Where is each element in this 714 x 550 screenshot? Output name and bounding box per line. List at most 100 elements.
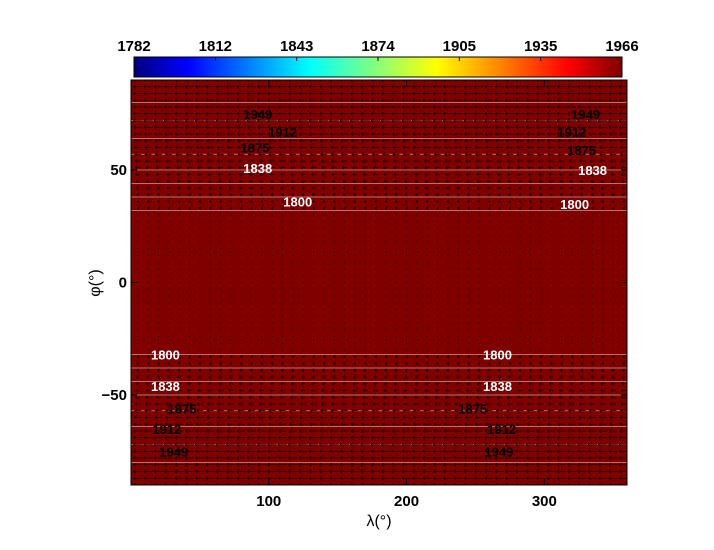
wind-vector-head [525, 435, 529, 440]
wind-vector-head [239, 206, 243, 211]
wind-vector-head [401, 435, 405, 440]
wind-vector-dot [282, 329, 284, 331]
wind-vector-head [215, 98, 219, 103]
wind-vector-dot [416, 214, 418, 216]
wind-vector-head [259, 375, 263, 379]
wind-vector-dot [220, 255, 222, 256]
wind-vector-dot [530, 329, 532, 331]
wind-vector-dot [344, 241, 346, 243]
wind-vector-dot [499, 336, 501, 337]
wind-vector-dot [457, 322, 459, 324]
wind-vector-head [556, 469, 560, 474]
wind-vector-head [433, 152, 437, 157]
wind-vector-dot [478, 349, 480, 351]
wind-vector-head [205, 476, 209, 481]
wind-vector-head [143, 98, 147, 103]
wind-vector-head [382, 159, 386, 163]
wind-vector-head [435, 179, 438, 184]
wind-vector-dot [623, 302, 625, 304]
wind-vector-dot [550, 221, 552, 223]
wind-vector-head [349, 80, 353, 82]
wind-vector-head [163, 125, 167, 130]
wind-vector-head [165, 395, 169, 400]
wind-vector-dot [313, 234, 315, 236]
wind-vector-head [340, 408, 344, 413]
colorbar: 1782 1812 1843 1874 1905 1935 1966 [117, 38, 639, 78]
wind-vector-head [444, 408, 448, 413]
wind-vector-head [391, 449, 395, 454]
x-tick-label: 300 [532, 493, 557, 510]
wind-vector-dot [313, 255, 315, 256]
wind-vector-head [143, 125, 147, 130]
wind-vector-head [569, 172, 572, 177]
wind-vector-head [608, 476, 612, 481]
wind-vector-head [466, 179, 469, 184]
wind-vector-head [278, 138, 282, 143]
wind-vector-dot [612, 221, 614, 223]
wind-vector-head [143, 429, 147, 433]
wind-vector-head [515, 462, 519, 467]
wind-vector-head [590, 368, 594, 373]
wind-vector-dot [612, 315, 614, 317]
wind-vector-dot [302, 275, 304, 277]
wind-vector-head [413, 159, 417, 163]
wind-vector-head [432, 483, 436, 485]
wind-vector-head [559, 179, 562, 184]
wind-vector-dot [168, 248, 170, 250]
wind-vector-dot [426, 228, 428, 229]
wind-vector-dot [282, 248, 284, 250]
wind-vector-dot [344, 248, 346, 250]
wind-vector-dot [395, 302, 397, 304]
wind-vector-head [442, 442, 446, 447]
wind-vector-head [528, 375, 532, 379]
wind-vector-dot [271, 255, 273, 256]
wind-vector-head [589, 172, 593, 177]
wind-vector-dot [602, 309, 604, 310]
wind-vector-dot [395, 329, 397, 331]
wind-vector-dot [416, 295, 418, 297]
wind-vector-dot [333, 322, 335, 324]
wind-vector-dot [302, 248, 304, 250]
wind-vector-dot [230, 322, 232, 324]
wind-vector-dot [416, 261, 418, 263]
wind-vector-head [536, 429, 540, 433]
wind-vector-dot [292, 241, 294, 243]
wind-vector-head [194, 84, 198, 89]
wind-vector-head [381, 429, 385, 433]
wind-vector-dot [189, 309, 191, 310]
wind-vector-dot [220, 221, 222, 223]
wind-vector-head [267, 118, 271, 123]
wind-vector-head [453, 429, 457, 433]
wind-vector-dot [333, 214, 335, 216]
wind-vector-head [391, 80, 395, 82]
wind-vector-dot [292, 221, 294, 223]
wind-vector-head [329, 80, 333, 82]
wind-vector-head [310, 172, 314, 177]
wind-vector-dot [612, 302, 614, 304]
wind-vector-head [618, 456, 622, 460]
wind-vector-head [153, 84, 157, 89]
wind-vector-head [515, 483, 519, 485]
wind-vector-head [381, 415, 385, 420]
wind-vector-dot [581, 234, 583, 236]
wind-vector-dot [375, 282, 377, 283]
wind-vector-head [484, 91, 488, 96]
wind-vector-head [329, 483, 333, 485]
wind-vector-dot [550, 309, 552, 310]
wind-vector-dot [313, 329, 315, 331]
wind-vector-head [610, 388, 614, 393]
wind-vector-head [536, 145, 540, 150]
wind-vector-dot [302, 221, 304, 223]
wind-vector-dot [571, 282, 573, 283]
wind-vector-dot [240, 234, 242, 236]
wind-vector-head [422, 476, 426, 481]
wind-vector-dot [313, 322, 315, 324]
wind-vector-head [527, 159, 531, 163]
wind-vector-dot [323, 241, 325, 243]
wind-vector-head [206, 415, 210, 420]
wind-vector-head [135, 192, 139, 197]
wind-vector-head [332, 192, 336, 197]
wind-vector-head [219, 206, 223, 211]
wind-vector-head [608, 105, 612, 109]
wind-vector-head [590, 375, 594, 379]
